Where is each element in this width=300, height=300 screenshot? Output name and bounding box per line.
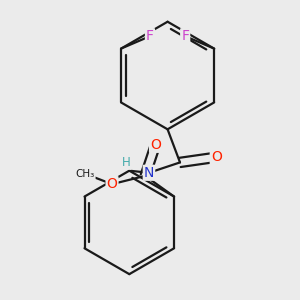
Text: O: O xyxy=(106,177,118,191)
Text: CH₃: CH₃ xyxy=(76,169,95,179)
Text: H: H xyxy=(122,156,130,169)
Text: F: F xyxy=(146,29,154,43)
Text: F: F xyxy=(181,29,189,43)
Text: O: O xyxy=(150,138,161,152)
Text: O: O xyxy=(211,150,222,164)
Text: N: N xyxy=(144,166,154,180)
